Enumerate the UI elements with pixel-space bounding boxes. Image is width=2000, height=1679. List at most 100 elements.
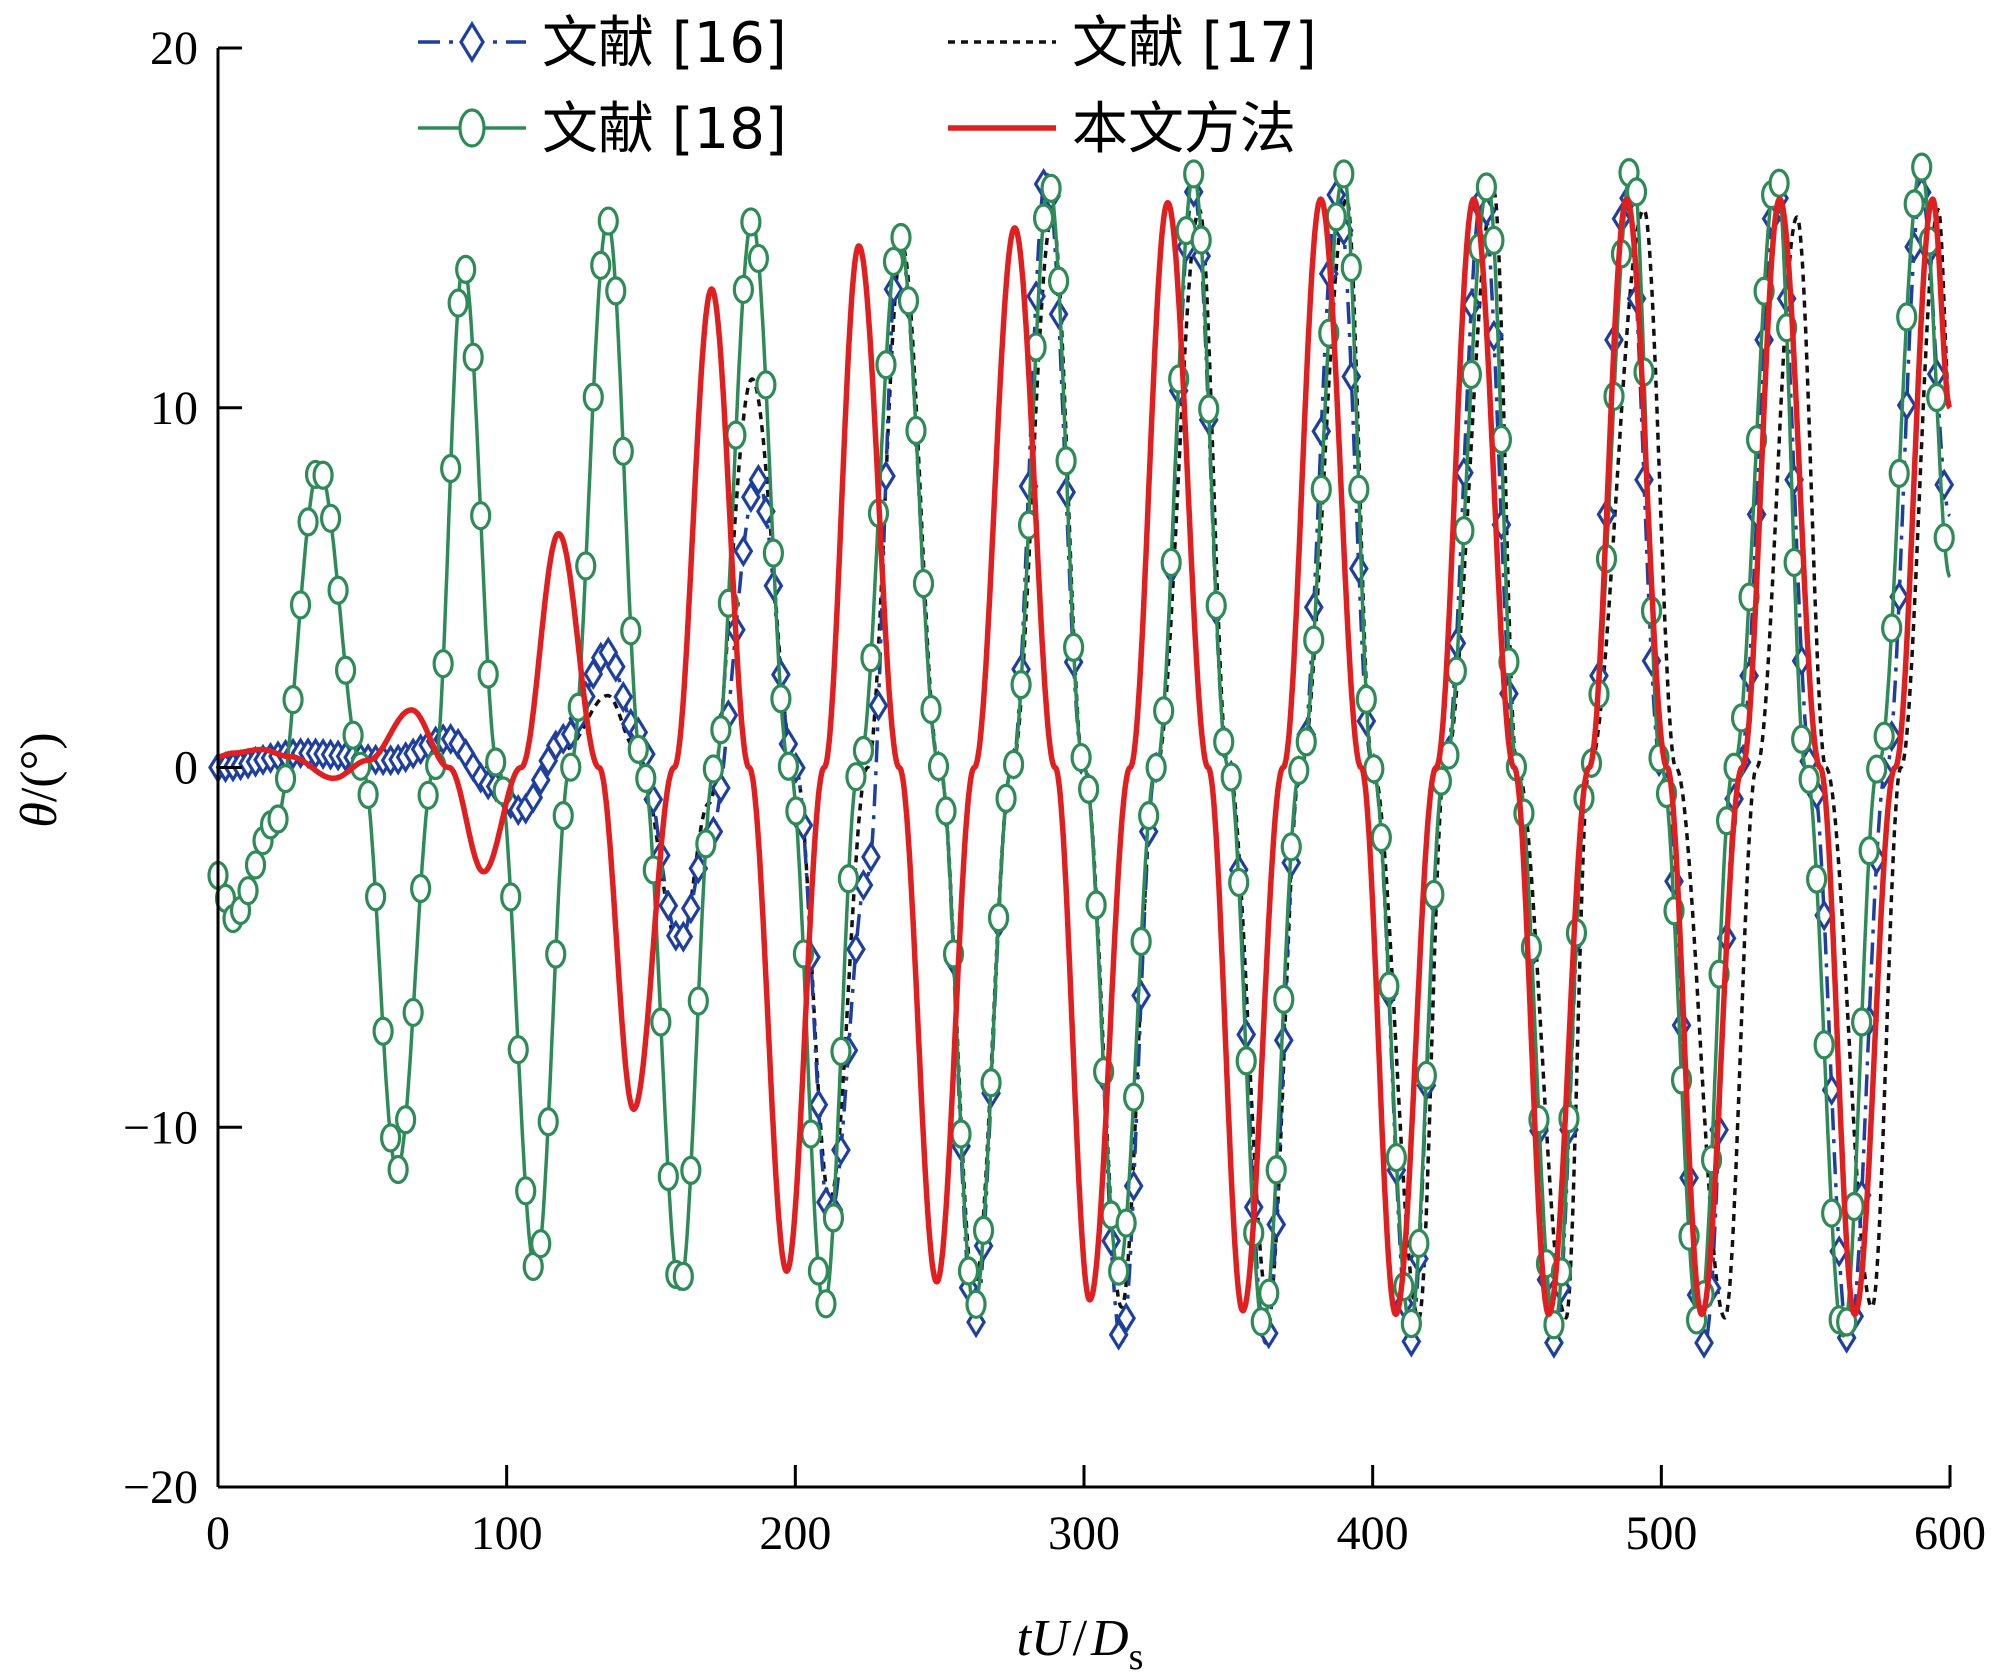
circle-marker xyxy=(1475,172,1498,202)
circle-marker xyxy=(605,276,627,306)
y-tick-label: 0 xyxy=(174,742,198,795)
series-3 xyxy=(207,152,1955,1340)
circle-marker xyxy=(365,882,387,912)
circle-marker xyxy=(1145,752,1167,783)
circle-marker xyxy=(244,850,267,880)
diamond-marker xyxy=(1694,1326,1714,1359)
circle-marker xyxy=(477,659,499,689)
circle-marker xyxy=(807,1256,830,1286)
circle-marker xyxy=(530,1229,552,1259)
circle-marker xyxy=(1228,867,1250,898)
circle-marker xyxy=(755,370,777,400)
legend-label: 文献 [16] xyxy=(542,11,787,76)
circle-marker xyxy=(267,804,289,834)
diamond-marker xyxy=(868,689,889,722)
circle-marker xyxy=(1265,1155,1287,1185)
circle-marker xyxy=(282,685,304,715)
x-axis-label-slash: / xyxy=(1073,1610,1088,1667)
diamond-marker xyxy=(1131,979,1152,1012)
circle-marker xyxy=(1896,302,1918,332)
circle-marker xyxy=(905,415,927,446)
circle-marker xyxy=(1288,755,1310,786)
axes: 0 100 200 300 400 500 600 −20 −10 0 10 20 xyxy=(123,22,1986,1560)
circle-marker xyxy=(687,986,709,1016)
circle-marker xyxy=(1888,458,1910,488)
x-tick-label: 200 xyxy=(759,1507,831,1560)
x-tick-label: 500 xyxy=(1625,1507,1697,1560)
diamond-marker xyxy=(861,840,881,873)
circle-marker xyxy=(342,720,364,750)
circle-marker xyxy=(1190,225,1212,255)
circle-marker xyxy=(830,1036,852,1067)
circle-marker xyxy=(1040,173,1062,203)
circle-marker xyxy=(950,1119,972,1149)
circle-marker xyxy=(890,222,912,253)
y-axis-label: θ/(°) xyxy=(11,732,68,827)
circle-marker xyxy=(957,1256,980,1286)
circle-marker xyxy=(1881,613,1903,643)
circle-marker xyxy=(410,873,432,904)
circle-marker xyxy=(327,575,349,605)
x-tick-label: 100 xyxy=(471,1507,543,1560)
circle-marker xyxy=(1153,696,1175,726)
legend: 文献 [16] 文献 [17] 文献 [18] 本文方法 xyxy=(418,11,1317,162)
diamond-marker xyxy=(1934,468,1955,501)
circle-marker xyxy=(537,1107,559,1137)
diamond-marker xyxy=(605,650,626,683)
circle-marker xyxy=(875,350,897,380)
circle-marker xyxy=(1280,832,1302,862)
circle-marker xyxy=(575,551,597,581)
circle-marker xyxy=(440,453,462,484)
circle-marker xyxy=(590,250,612,280)
circle-marker xyxy=(1791,724,1813,754)
legend-diamond-marker xyxy=(459,20,485,64)
x-tick-label: 600 xyxy=(1914,1507,1986,1560)
circle-marker xyxy=(1123,1082,1145,1112)
series-line xyxy=(215,196,1953,1318)
circle-marker xyxy=(485,747,507,777)
circle-marker xyxy=(1903,189,1925,219)
circle-marker xyxy=(387,1154,409,1185)
diamond-marker xyxy=(613,680,634,713)
circle-marker xyxy=(1873,721,1895,751)
circle-marker xyxy=(1010,670,1032,700)
circle-marker xyxy=(1378,971,1400,1001)
diamond-marker xyxy=(530,763,551,797)
circle-marker xyxy=(1408,1228,1430,1259)
circle-marker xyxy=(1183,159,1205,189)
circle-marker xyxy=(470,501,492,531)
y-axis-label-var: θ xyxy=(11,802,68,828)
circle-marker xyxy=(710,715,732,745)
circle-marker xyxy=(1843,1191,1865,1222)
circle-marker xyxy=(1836,1307,1858,1337)
circle-marker xyxy=(1258,1278,1280,1308)
circle-marker xyxy=(545,939,567,969)
circle-marker xyxy=(1926,382,1948,413)
diamond-marker xyxy=(523,781,544,814)
legend-label: 文献 [18] xyxy=(542,97,787,162)
legend-item-1: 文献 [16] xyxy=(418,11,787,76)
y-axis-label-rest: /(°) xyxy=(11,732,68,802)
circle-marker xyxy=(657,1161,679,1192)
circle-marker xyxy=(1348,474,1370,504)
circle-marker xyxy=(882,246,905,277)
circle-marker xyxy=(912,568,935,599)
circle-marker xyxy=(552,800,574,831)
circle-marker xyxy=(635,763,657,793)
circle-marker xyxy=(822,1203,845,1233)
x-axis-label: tU/Ds xyxy=(1017,1610,1144,1678)
circle-marker xyxy=(1423,879,1445,910)
circle-marker xyxy=(732,274,754,305)
circle-marker xyxy=(1453,516,1475,546)
circle-marker xyxy=(1235,1046,1257,1076)
circle-marker xyxy=(312,460,334,490)
diamond-marker xyxy=(673,920,694,953)
circle-marker xyxy=(965,1289,987,1319)
circle-marker xyxy=(935,796,957,826)
circle-marker xyxy=(837,864,860,894)
diamond-marker xyxy=(846,933,866,966)
circle-marker xyxy=(777,751,800,781)
diamond-marker xyxy=(658,889,679,922)
circle-marker xyxy=(1806,864,1828,894)
x-tick-label: 0 xyxy=(206,1507,230,1560)
